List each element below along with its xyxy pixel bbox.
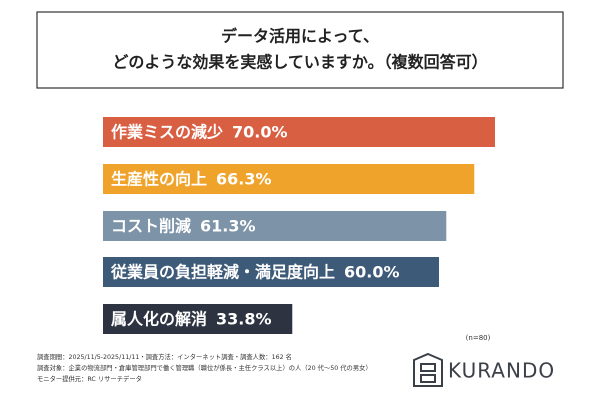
value-label: 66.3% xyxy=(216,170,272,189)
chart-title: データ活用によって、 xyxy=(221,27,379,46)
category-label: 生産性の向上 xyxy=(111,170,207,189)
sample-size: (n=80) xyxy=(466,334,491,342)
bar xyxy=(103,164,475,194)
note: モニター提供元：RC リサーチデータ xyxy=(37,374,142,383)
category-label: 作業ミスの減少 xyxy=(111,123,223,142)
chart-title: どのような効果を実感していますか。（複数回答可） xyxy=(112,53,487,72)
value-label: 70.0% xyxy=(232,123,288,142)
value-label: 61.3% xyxy=(200,217,256,236)
category-label: コスト削減 xyxy=(111,217,191,236)
value-label: 60.0% xyxy=(344,263,400,282)
title-box xyxy=(36,11,564,89)
bar xyxy=(103,211,447,241)
note: 調査対象：企業の物流部門・倉庫管理部門で働く管理職（職位が係長・主任クラス以上）… xyxy=(37,363,372,372)
logo-icon xyxy=(413,352,443,387)
value-label: 33.8% xyxy=(216,310,272,329)
bar xyxy=(103,117,495,147)
bar xyxy=(103,257,439,287)
category-label: 属人化の解消 xyxy=(111,310,207,329)
note: 調査期間：2025/11/5-2025/11/11・調査方法：インターネット調査… xyxy=(37,352,292,361)
category-label: 従業員の負担軽減・満足度向上 xyxy=(110,263,335,282)
logo-text: KURANDO xyxy=(448,359,555,383)
bar xyxy=(103,304,293,334)
